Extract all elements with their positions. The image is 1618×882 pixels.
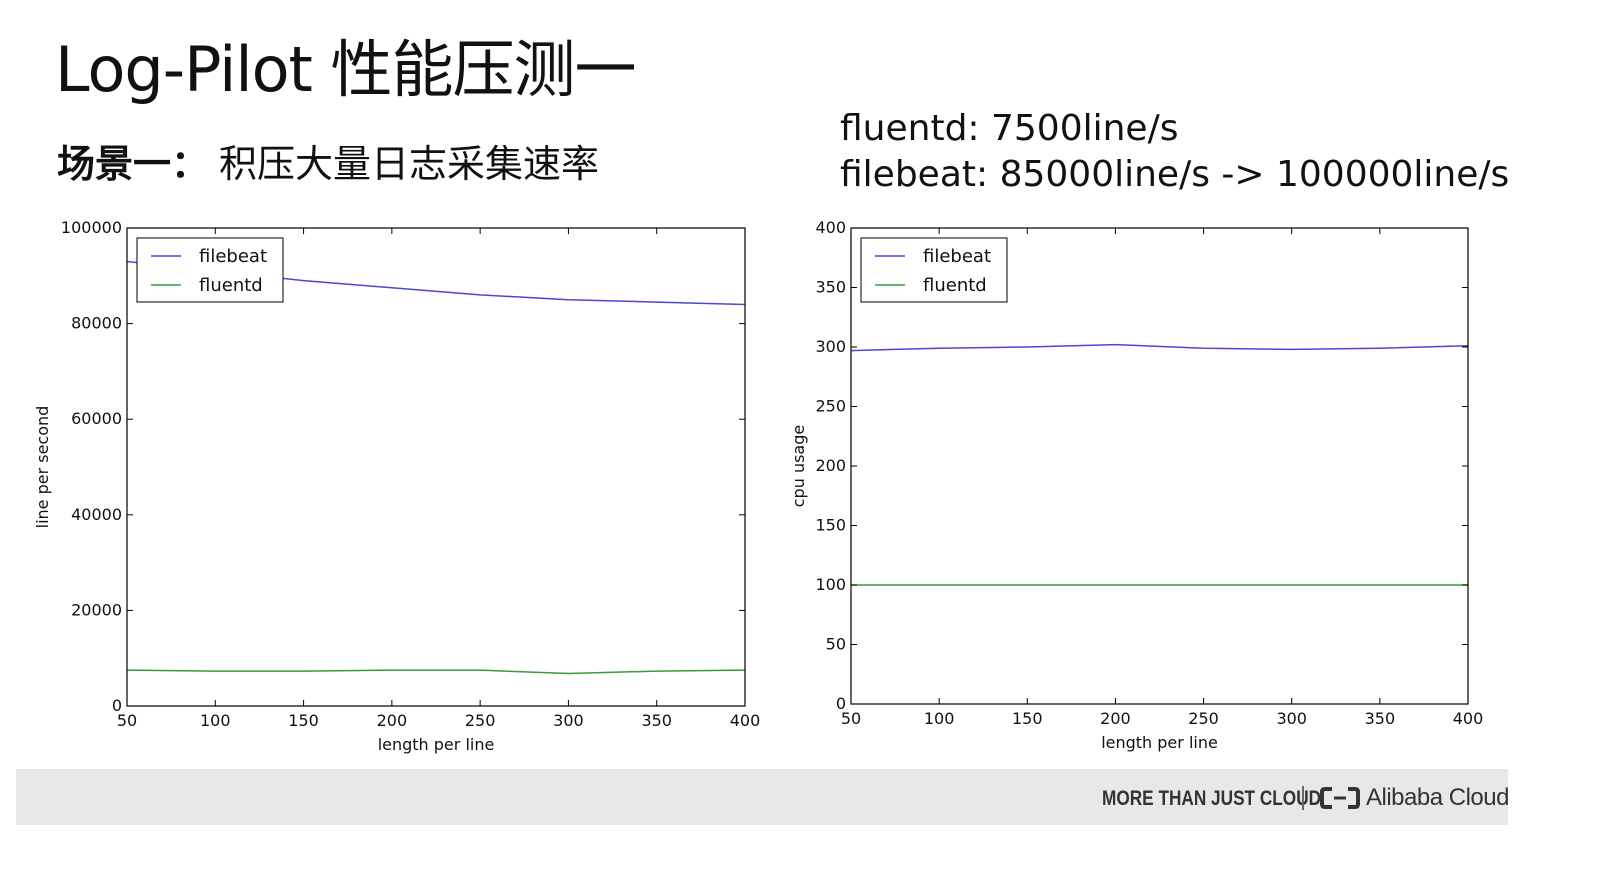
footer-brand: Alibaba Cloud <box>1366 784 1509 811</box>
y-tick-label: 80000 <box>71 314 122 333</box>
y-tick-label: 20000 <box>71 600 122 619</box>
y-tick-label: 100 <box>815 575 846 594</box>
x-tick-label: 400 <box>730 711 761 730</box>
x-tick-label: 250 <box>1188 709 1219 728</box>
rate-filebeat: filebeat: 85000line/s -> 100000line/s <box>840 154 1510 195</box>
plot-frame <box>126 227 746 707</box>
y-tick-label: 150 <box>815 516 846 535</box>
alibaba-cloud-logo-icon <box>1320 787 1360 809</box>
series-group <box>851 343 1468 586</box>
x-tick-label: 150 <box>1012 709 1043 728</box>
x-tick-label: 100 <box>924 709 955 728</box>
series-line-filebeat <box>851 343 1468 352</box>
x-tick-label: 250 <box>465 711 496 730</box>
cpu-usage-chart: 50 100 150 200 250 300 350 40005010015020025030… <box>789 218 1484 752</box>
x-axis-label: length per line <box>1101 733 1218 752</box>
y-tick-label: 60000 <box>71 409 122 428</box>
x-tick-label: 300 <box>553 711 584 730</box>
legend-label-fluentd: fluentd <box>199 275 263 296</box>
footer-divider <box>1302 786 1304 810</box>
y-tick-label: 200 <box>815 456 846 475</box>
rate-fluentd: fluentd: 7500line/s <box>840 108 1179 149</box>
y-tick-label: 300 <box>815 337 846 356</box>
x-tick-label: 50 <box>841 709 861 728</box>
legend-label-filebeat: filebeat <box>923 246 991 267</box>
x-tick-label: 350 <box>1365 709 1396 728</box>
footer-tagline: MORE THAN JUST CLOUD <box>1102 787 1322 810</box>
footer-band <box>16 769 1508 825</box>
legend: filebeat fluentd <box>860 237 1008 303</box>
legend-label-filebeat: filebeat <box>199 246 267 267</box>
y-tick-label: 0 <box>836 694 846 713</box>
x-tick-label: 200 <box>377 711 408 730</box>
x-tick-label: 350 <box>641 711 672 730</box>
x-tick-label: 200 <box>1100 709 1131 728</box>
y-tick-label: 50 <box>826 635 846 654</box>
x-axis-label: length per line <box>378 735 495 754</box>
y-tick-label: 350 <box>815 278 846 297</box>
y-axis-label: cpu usage <box>789 425 808 507</box>
legend: filebeat fluentd <box>136 237 284 303</box>
y-tick-label: 400 <box>815 218 846 237</box>
legend-box <box>136 237 284 303</box>
x-tick-label: 150 <box>288 711 319 730</box>
scenario-heading: 场景一： 积压大量日志采集速率 <box>57 140 599 188</box>
y-tick-label: 100000 <box>61 218 122 237</box>
x-tick-label: 100 <box>200 711 231 730</box>
legend-box <box>860 237 1008 303</box>
x-tick-label: 50 <box>117 711 137 730</box>
slide-title: Log-Pilot 性能压测一 <box>55 33 637 106</box>
y-tick-label: 0 <box>112 696 122 715</box>
rates-summary: fluentd: 7500line/s filebeat: 85000line/… <box>840 106 1509 198</box>
scenario-text: 积压大量日志采集速率 <box>219 142 600 186</box>
x-tick-label: 300 <box>1276 709 1307 728</box>
scenario-label: 场景一： <box>57 142 210 186</box>
series-group <box>127 260 745 675</box>
y-axis-label: line per second <box>33 406 52 529</box>
series-line-fluentd <box>127 669 745 675</box>
y-tick-label: 40000 <box>71 505 122 524</box>
x-tick-label: 400 <box>1453 709 1484 728</box>
throughput-chart: 50 100 150 200 250 300 350 400 0 20000 40000 60000 8… <box>33 218 761 754</box>
legend-label-fluentd: fluentd <box>923 275 987 296</box>
y-tick-label: 250 <box>815 397 846 416</box>
